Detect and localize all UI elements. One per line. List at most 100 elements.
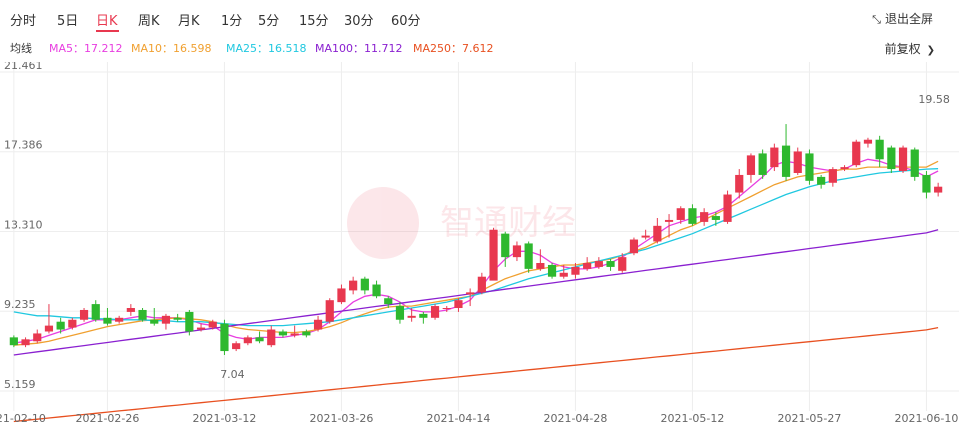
ma-line-ma100 <box>13 229 939 356</box>
candle-body <box>781 145 791 177</box>
candle-body <box>9 337 18 346</box>
watermark-logo-icon <box>347 187 419 259</box>
tab-30min[interactable]: 30分 <box>344 14 374 29</box>
candle-body <box>571 266 580 275</box>
candle-body <box>79 309 89 320</box>
adjust-label: 前复权 <box>884 42 921 56</box>
annotation-label: 7.04 <box>220 368 245 381</box>
candle-body <box>910 149 919 177</box>
candle-body <box>770 147 779 168</box>
tab-15min[interactable]: 15分 <box>299 14 329 29</box>
candle-body <box>313 319 323 330</box>
collapse-icon: ⤡ <box>872 13 881 26</box>
candle-body <box>676 208 685 220</box>
candle-body <box>501 233 510 258</box>
annotations: 7.04 19.58 <box>220 93 950 381</box>
candle-body <box>91 304 100 320</box>
candle-body <box>138 309 147 320</box>
candle-body <box>267 329 276 346</box>
period-tabs: 分时 5日 日K 周K 月K 1分 5分 15分 30分 60分 ⤡ 退出全屏 <box>0 0 959 34</box>
candle-body <box>407 315 416 318</box>
candle-body <box>711 216 720 220</box>
x-tick-label: 2021-05-27 <box>777 412 841 425</box>
candle-body <box>606 261 615 267</box>
exit-fullscreen-label: 退出全屏 <box>884 12 933 26</box>
y-tick-label: 17.386 <box>4 139 43 152</box>
ma-legend: 均线 MA5：17.212 MA10：16.598 MA25：16.518 MA… <box>0 40 959 58</box>
candle-body <box>688 208 697 224</box>
candle-body <box>512 245 522 258</box>
candle-body <box>150 319 159 324</box>
candle-body <box>536 263 545 269</box>
candle-body <box>887 147 896 170</box>
candle-body <box>126 308 135 312</box>
candle-body <box>325 300 334 322</box>
candle-body <box>21 339 30 346</box>
x-tick-label: 2021-02-26 <box>75 412 139 425</box>
candle-body <box>68 319 77 328</box>
tab-fenshi[interactable]: 分时 <box>10 14 37 29</box>
candle-body <box>559 272 568 277</box>
x-tick-label: 2021-06-10 <box>894 412 958 425</box>
candle-body <box>489 229 498 281</box>
candle-body <box>852 141 861 166</box>
x-tick-label: 2021-05-12 <box>660 412 724 425</box>
candle-body <box>934 186 943 193</box>
candle-body <box>196 327 206 330</box>
tab-5day[interactable]: 5日 <box>57 14 79 29</box>
annotation-label: 19.58 <box>918 93 950 106</box>
candle-body <box>594 261 603 267</box>
candle-body <box>653 225 662 242</box>
candle-body <box>840 167 849 170</box>
candle-body <box>419 313 428 318</box>
ma-label: 均线 <box>10 42 32 55</box>
adjust-select[interactable]: 前复权 ❯ <box>885 40 935 57</box>
candle-body <box>161 315 171 324</box>
y-tick-label: 9.235 <box>4 298 36 311</box>
candle-body <box>524 243 533 269</box>
candle-body <box>360 278 369 291</box>
ma5-value: MA5：17.212 <box>49 42 123 55</box>
tab-month-k[interactable]: 月K <box>178 14 200 29</box>
candle-body <box>922 174 931 193</box>
ma25-value: MA25：16.518 <box>226 42 307 55</box>
x-tick-label: 2021-03-12 <box>192 412 256 425</box>
y-tick-label: 5.159 <box>4 378 36 391</box>
tab-5min[interactable]: 5分 <box>258 14 280 29</box>
candle-body <box>33 333 42 342</box>
y-tick-label: 13.310 <box>4 219 43 232</box>
ma-lines <box>13 158 939 423</box>
ma-line-ma5 <box>13 158 939 344</box>
candle-body <box>349 280 358 291</box>
candle-body <box>243 337 252 344</box>
exit-fullscreen-button[interactable]: ⤡ 退出全屏 <box>872 10 933 27</box>
candle-body <box>302 331 311 336</box>
candle-body <box>208 321 217 328</box>
watermark: 智通财经 <box>347 187 576 259</box>
candle-body <box>805 153 814 181</box>
candle-body <box>103 317 112 324</box>
y-axis: 21.461 17.386 13.310 9.235 5.159 <box>4 62 43 391</box>
candle-body <box>618 257 627 271</box>
x-tick-label: 2021-02-10 <box>0 412 46 425</box>
candle-body <box>232 343 241 350</box>
candle-body <box>220 323 229 352</box>
candle-body <box>454 300 463 309</box>
x-tick-label: 2021-03-26 <box>309 412 373 425</box>
candlestick-chart: 智通财经 21.461 17.386 13.310 9.235 5.159 2021-0… <box>0 62 959 425</box>
active-tab-underline <box>96 30 119 32</box>
x-tick-label: 2021-04-28 <box>543 412 607 425</box>
ma-line-ma25 <box>13 168 939 327</box>
tab-60min[interactable]: 60分 <box>391 14 421 29</box>
tab-day-k[interactable]: 日K <box>96 14 118 29</box>
candle-body <box>384 298 393 305</box>
candle-body <box>173 317 182 320</box>
candle-body <box>828 169 837 183</box>
tab-1min[interactable]: 1分 <box>221 14 243 29</box>
candles <box>9 124 943 355</box>
candle-body <box>185 311 194 332</box>
tab-week-k[interactable]: 周K <box>138 14 160 29</box>
ma-line-ma250 <box>13 326 939 423</box>
candle-body <box>664 219 674 222</box>
candle-body <box>44 325 54 332</box>
